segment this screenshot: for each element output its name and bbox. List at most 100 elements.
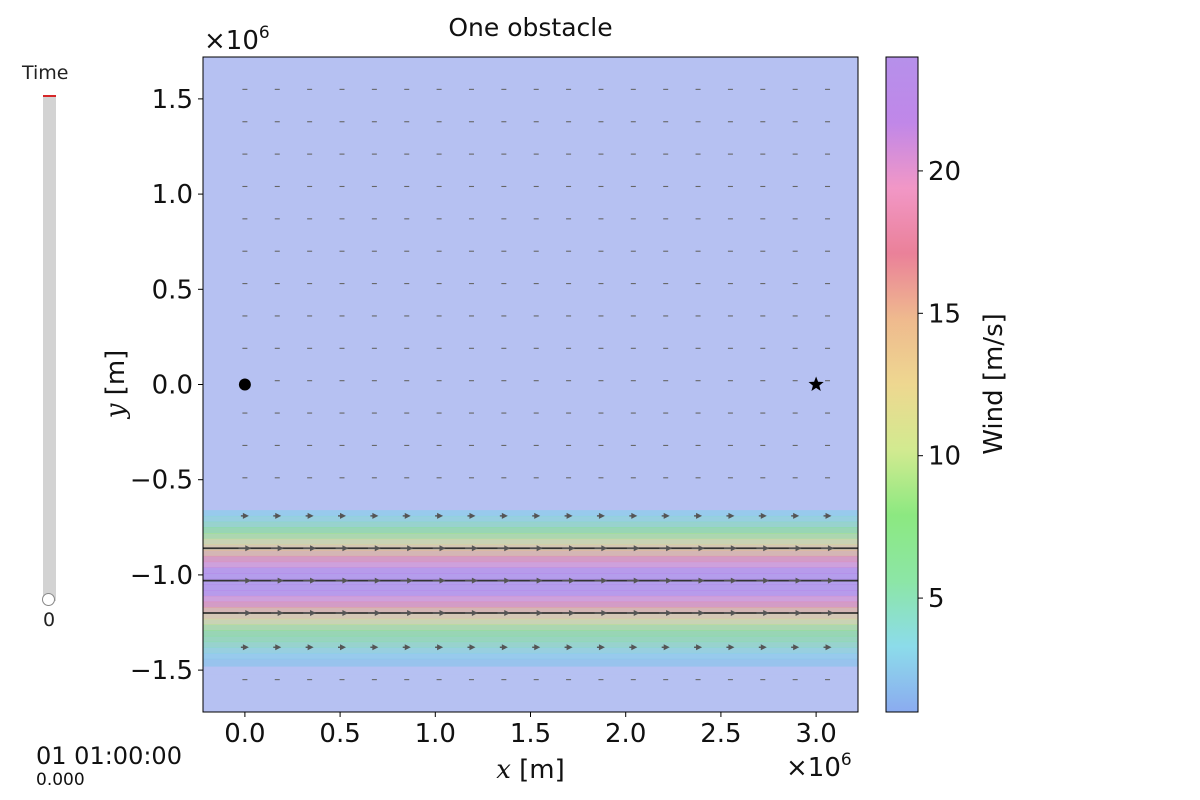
x-tick-label: 0.0 <box>224 719 265 749</box>
y-axis-label-var: y <box>101 403 131 419</box>
wind-arrow <box>758 512 767 519</box>
goal-marker <box>808 376 824 391</box>
wind-arrow <box>240 644 249 651</box>
wind-arrow-head <box>696 512 703 519</box>
wind-arrow-head <box>566 644 573 651</box>
wind-arrow-head <box>536 545 543 552</box>
time-slider-track[interactable] <box>43 96 56 601</box>
wind-arrow <box>661 512 670 519</box>
wind-arrow <box>529 545 543 552</box>
wind-arrow-head <box>763 577 770 584</box>
wind-arrow <box>596 644 605 651</box>
x-tick-label: 2.5 <box>700 719 741 749</box>
wind-arrow <box>659 577 673 584</box>
wind-arrow <box>659 545 673 552</box>
wind-arrow <box>529 577 543 584</box>
y-axis-label: y [m] <box>101 350 131 420</box>
colorbar-tick-label: 10 <box>928 442 961 472</box>
wind-arrow-head <box>536 577 543 584</box>
wind-arrow-head <box>730 609 737 616</box>
colorbar-label: Wind [m/s] <box>979 313 1009 455</box>
wind-arrow-head <box>763 545 770 552</box>
wind-arrow-head <box>407 609 414 616</box>
y-tick-label: 0.5 <box>152 275 193 305</box>
time-slider[interactable]: Time 0 <box>0 0 110 800</box>
x-offset-text: ×106 <box>786 750 852 783</box>
wind-arrow <box>305 512 314 519</box>
wind-arrow-head <box>469 644 476 651</box>
wind-arrow <box>497 577 511 584</box>
wind-band-row <box>203 502 858 511</box>
wind-arrow-head <box>568 609 575 616</box>
wind-arrow-head <box>601 545 608 552</box>
wind-arrow-head <box>504 577 511 584</box>
wind-arrow <box>821 545 834 552</box>
x-tick-label: 2.0 <box>605 719 646 749</box>
wind-arrow <box>273 512 282 519</box>
wind-arrow <box>596 512 605 519</box>
wind-arrow-head <box>437 512 444 519</box>
wind-arrow-head <box>728 644 735 651</box>
colorbar-tick-label: 20 <box>928 157 961 187</box>
wind-arrow <box>337 644 346 651</box>
wind-band-row <box>203 647 858 654</box>
wind-arrow <box>629 512 638 519</box>
wind-arrow <box>400 577 414 584</box>
x-tick-label: 3.0 <box>795 719 836 749</box>
wind-arrow <box>564 512 573 519</box>
wind-arrow-head <box>339 644 346 651</box>
wind-arrow <box>270 545 284 552</box>
wind-band-row <box>203 595 858 603</box>
wind-arrow-head <box>439 609 446 616</box>
wind-arrow-head <box>374 545 381 552</box>
wind-arrow <box>659 609 673 616</box>
wind-arrow <box>497 609 511 616</box>
wind-arrow-head <box>439 545 446 552</box>
x-axis-label: x [m] <box>496 755 565 785</box>
wind-band-row <box>203 538 858 546</box>
timestamp-main: 01 01:00:00 <box>36 742 182 770</box>
time-slider-handle[interactable] <box>42 593 55 606</box>
wind-arrow-head <box>245 577 252 584</box>
wind-arrow-head <box>793 644 800 651</box>
start-marker <box>238 378 251 391</box>
wind-arrow-head <box>404 644 411 651</box>
wind-band-row <box>203 666 858 675</box>
wind-arrow <box>303 545 317 552</box>
wind-arrow-head <box>307 512 314 519</box>
x-axis-label-var: x <box>496 755 511 785</box>
wind-band-row <box>203 607 858 614</box>
wind-arrow-head <box>536 609 543 616</box>
wind-arrow-head <box>501 512 508 519</box>
wind-arrow-head <box>245 609 252 616</box>
wind-arrow <box>335 609 349 616</box>
wind-arrow <box>626 545 640 552</box>
wind-arrow-head <box>598 512 605 519</box>
time-slider-label: Time <box>22 62 69 84</box>
wind-arrow-head <box>631 512 638 519</box>
wind-arrow-head <box>437 644 444 651</box>
wind-band-row <box>203 521 858 528</box>
wind-band-row <box>203 652 858 660</box>
wind-arrow-head <box>795 545 802 552</box>
wind-arrow-head <box>827 577 834 584</box>
wind-arrow-head <box>407 577 414 584</box>
wind-arrow <box>788 577 802 584</box>
wind-arrow <box>402 512 411 519</box>
wind-arrow-head <box>307 644 314 651</box>
wind-band-row <box>203 635 858 643</box>
wind-arrow <box>726 644 735 651</box>
wind-arrow-head <box>663 512 670 519</box>
wind-arrow <box>756 609 770 616</box>
axes: 0.0 0.5 1.0 1.5 2.0 2.5 3.0 1.5 1.0 0.5 0.0 −0.5 −1.… <box>101 13 859 785</box>
wind-band-row <box>203 641 858 648</box>
wind-arrow <box>726 512 735 519</box>
wind-arrow <box>594 577 608 584</box>
y-tick-label: 1.5 <box>152 85 193 115</box>
wind-band-row <box>203 584 858 591</box>
wind-arrow-head <box>471 545 478 552</box>
wind-arrow <box>335 545 349 552</box>
wind-arrow-head <box>310 609 317 616</box>
wind-arrow <box>823 644 832 651</box>
